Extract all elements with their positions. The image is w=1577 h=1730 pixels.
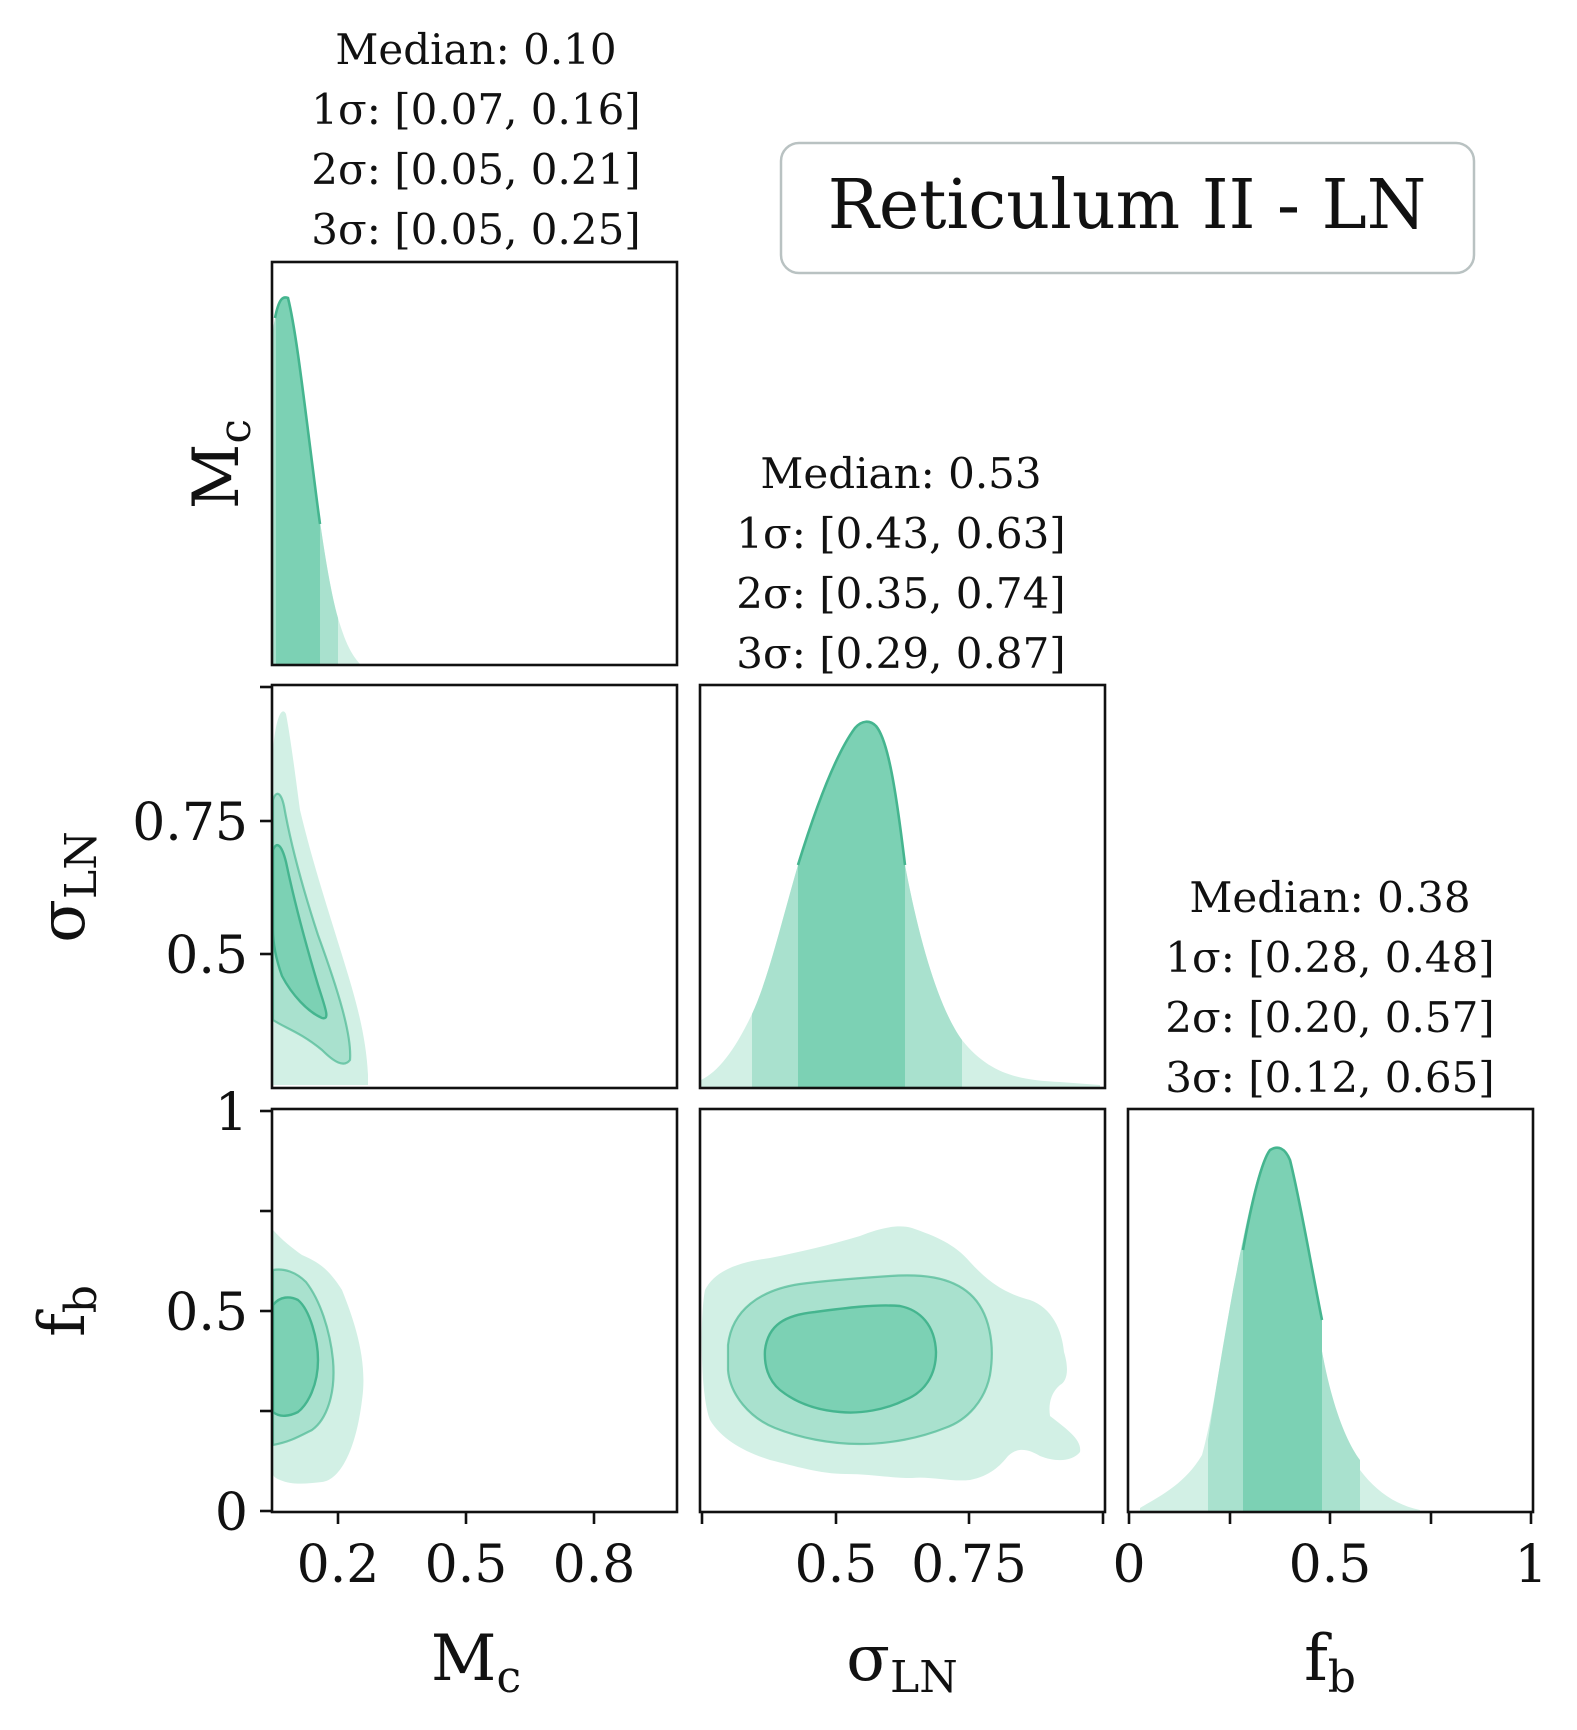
sigmaln-stat-2sigma: 2σ: [0.35, 0.74] xyxy=(736,569,1065,618)
mc-stat-3sigma: 3σ: [0.05, 0.25] xyxy=(311,205,640,254)
fb-x-tick-label-1: 1 xyxy=(1514,1535,1547,1595)
chart-title: Reticulum II - LN xyxy=(828,166,1427,245)
x-label-fb: fb xyxy=(1304,1622,1356,1703)
fb-stat-1sigma: 1σ: [0.28, 0.48] xyxy=(1165,933,1494,982)
x-label-fb-sub: b xyxy=(1328,1652,1356,1703)
sigmaln-x-tick-label-075: 0.75 xyxy=(911,1535,1027,1595)
panel-sigmaln-vs-mc xyxy=(272,685,677,1088)
fb-x-tick-label-0: 0 xyxy=(1112,1535,1145,1595)
mc-tick-label-05: 0.5 xyxy=(425,1535,508,1595)
mc-tick-label-02: 0.2 xyxy=(297,1535,380,1595)
y-label-mc: Mc xyxy=(180,419,261,509)
x-label-mc: Mc xyxy=(431,1622,521,1703)
panel-fb-vs-sigmaln xyxy=(700,1109,1105,1512)
fb-x-tick-label-05: 0.5 xyxy=(1289,1535,1372,1595)
mc-tick-label-08: 0.8 xyxy=(553,1535,636,1595)
panel-mc-marginal: Median: 0.10 1σ: [0.07, 0.16] 2σ: [0.05,… xyxy=(272,25,677,665)
mc-stat-2sigma: 2σ: [0.05, 0.21] xyxy=(311,145,640,194)
x-axis-mc: 0.2 0.5 0.8 xyxy=(297,1512,636,1595)
fb-y-tick-label-05: 0.5 xyxy=(165,1283,248,1343)
mc-stat-median: Median: 0.10 xyxy=(335,25,616,74)
sigmaln-x-tick-label-05: 0.5 xyxy=(795,1535,878,1595)
sigmaln-stat-3sigma: 3σ: [0.29, 0.87] xyxy=(736,629,1065,678)
y-label-sigmaln-main: σ xyxy=(26,899,100,943)
y-label-sigmaln-sub: LN xyxy=(56,831,107,899)
y-label-fb: fb xyxy=(26,1285,107,1337)
fb-stat-3sigma: 3σ: [0.12, 0.65] xyxy=(1165,1053,1494,1102)
title-box: Reticulum II - LN xyxy=(781,143,1474,273)
sigmaln-stat-median: Median: 0.53 xyxy=(760,449,1041,498)
x-label-sigmaln-sub: LN xyxy=(890,1652,958,1703)
fb-stat-median: Median: 0.38 xyxy=(1189,873,1470,922)
fb-sigmaln-contour-1sigma xyxy=(765,1305,936,1412)
y-label-mc-sub: c xyxy=(210,419,261,444)
y-label-sigmaln: σLN xyxy=(26,831,107,942)
sigmaln-tick-label-05: 0.5 xyxy=(165,926,248,986)
panel-fb-vs-mc xyxy=(272,1109,677,1512)
fb-stat-2sigma: 2σ: [0.20, 0.57] xyxy=(1165,993,1494,1042)
y-label-fb-sub: b xyxy=(56,1285,107,1313)
sigmaln-marginal-1sigma-fill xyxy=(798,722,905,1088)
corner-plot: Reticulum II - LN Median: 0.10 1σ: [0.07… xyxy=(0,0,1577,1730)
x-label-mc-main: M xyxy=(431,1622,497,1696)
y-axis-fb: 1 0.5 0 xyxy=(165,1083,272,1543)
x-axis-sigmaln: 0.5 0.75 xyxy=(702,1512,1103,1595)
fb-y-tick-label-0: 0 xyxy=(215,1483,248,1543)
sigmaln-tick-label-075: 0.75 xyxy=(132,793,248,853)
x-axis-fb: 0 0.5 1 xyxy=(1112,1512,1547,1595)
sigmaln-stat-1sigma: 1σ: [0.43, 0.63] xyxy=(736,509,1065,558)
panel-fb-marginal: Median: 0.38 1σ: [0.28, 0.48] 2σ: [0.20,… xyxy=(1128,873,1533,1512)
y-label-mc-main: M xyxy=(180,444,254,510)
fb-y-tick-label-1: 1 xyxy=(215,1083,248,1143)
fb-marginal-1sigma-fill xyxy=(1243,1148,1322,1512)
panel-sigmaln-marginal: Median: 0.53 1σ: [0.43, 0.63] 2σ: [0.35,… xyxy=(700,449,1105,1088)
x-label-mc-sub: c xyxy=(496,1652,521,1703)
y-axis-sigmaln: 0.75 0.5 xyxy=(132,687,272,986)
mc-stat-1sigma: 1σ: [0.07, 0.16] xyxy=(311,85,640,134)
x-label-sigmaln-main: σ xyxy=(846,1622,890,1696)
x-label-sigmaln: σLN xyxy=(846,1622,957,1703)
